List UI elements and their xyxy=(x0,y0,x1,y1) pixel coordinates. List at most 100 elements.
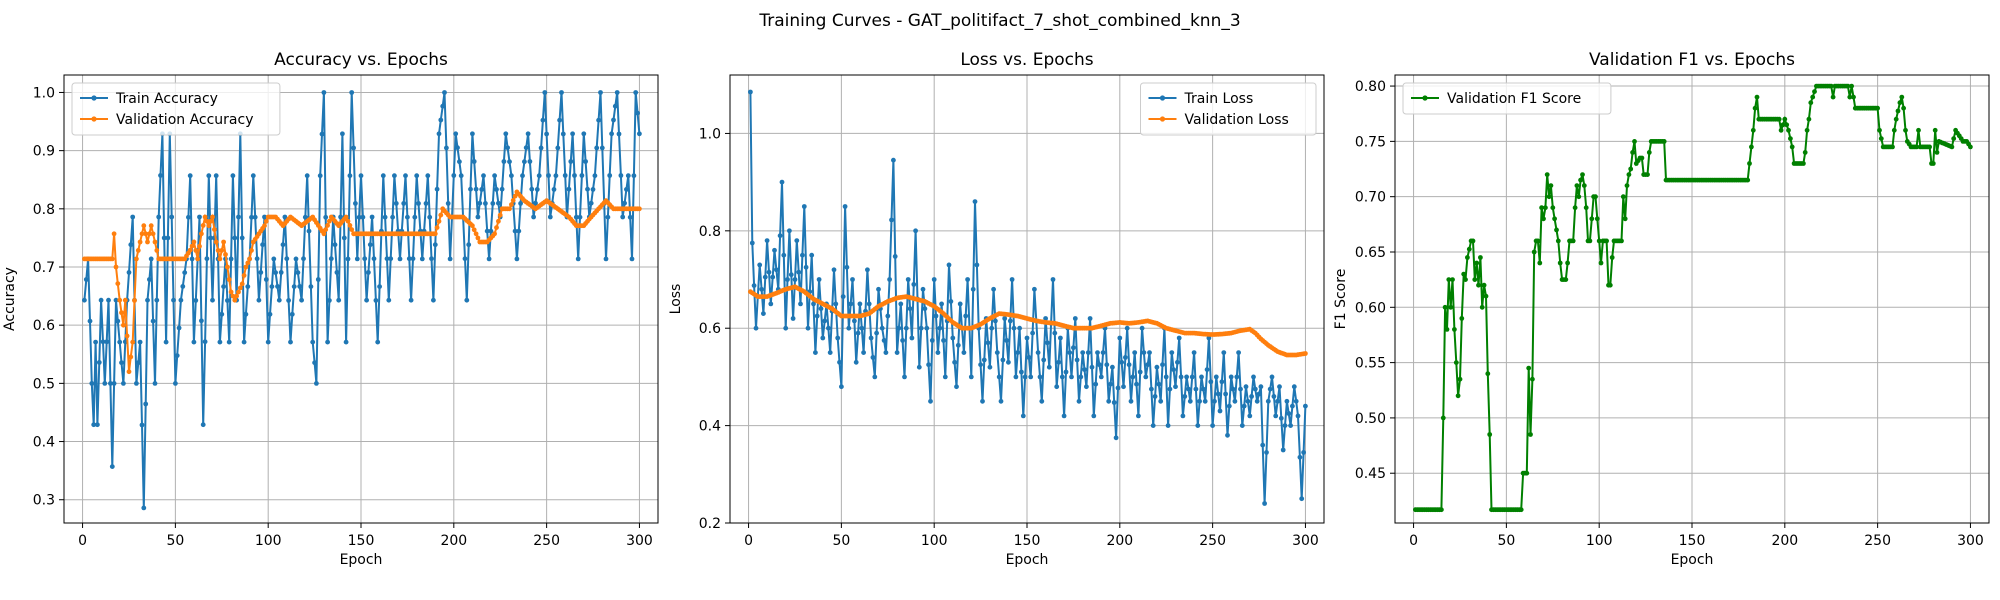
data-point xyxy=(805,325,811,331)
data-point xyxy=(952,359,957,365)
data-point xyxy=(1485,371,1491,377)
data-point xyxy=(1243,384,1249,390)
data-point xyxy=(507,206,512,212)
data-point xyxy=(325,223,330,228)
data-point xyxy=(562,173,568,178)
figure-title: Training Curves - GAT_politifact_7_shot_… xyxy=(758,11,1240,31)
data-point xyxy=(1189,374,1195,380)
data-point xyxy=(861,350,866,355)
data-point xyxy=(1845,83,1851,89)
data-point xyxy=(451,173,457,178)
data-point xyxy=(1593,194,1598,200)
data-point xyxy=(542,90,548,95)
data-point xyxy=(475,214,481,220)
data-point xyxy=(520,173,525,179)
data-point xyxy=(150,231,156,237)
data-point xyxy=(981,357,987,363)
data-point xyxy=(1452,327,1457,332)
data-point xyxy=(1267,386,1273,392)
data-point xyxy=(306,228,312,234)
data-point xyxy=(1932,127,1938,133)
data-point xyxy=(247,256,253,262)
data-point xyxy=(483,201,488,206)
data-point xyxy=(494,225,499,231)
data-point xyxy=(223,252,228,257)
data-point xyxy=(462,256,468,262)
data-point xyxy=(503,131,509,137)
data-point xyxy=(109,464,115,469)
data-point xyxy=(343,339,349,345)
data-point xyxy=(896,325,902,331)
data-point xyxy=(1890,144,1895,150)
data-point xyxy=(1197,398,1202,404)
data-point xyxy=(1530,376,1535,382)
legend-marker xyxy=(1422,95,1428,101)
data-point xyxy=(957,301,963,307)
legend: Train Loss Validation Loss xyxy=(1140,82,1317,136)
data-point xyxy=(909,335,915,341)
data-point xyxy=(1232,398,1238,404)
data-point xyxy=(946,262,952,268)
data-point xyxy=(1071,345,1076,351)
data-point xyxy=(516,228,522,234)
data-point xyxy=(249,248,254,253)
data-point xyxy=(1284,398,1290,404)
data-point xyxy=(939,301,944,307)
data-point xyxy=(239,281,245,287)
data-point xyxy=(265,339,271,345)
data-point xyxy=(820,335,826,341)
y-tick-label: 0.60 xyxy=(1355,300,1386,316)
data-point xyxy=(245,260,251,266)
y-tick-label: 0.45 xyxy=(1355,466,1386,482)
data-point xyxy=(1789,144,1795,150)
data-point xyxy=(883,350,889,355)
data-point xyxy=(470,131,475,137)
data-point xyxy=(193,248,199,253)
data-point xyxy=(1000,357,1006,363)
data-point xyxy=(106,297,111,303)
data-point xyxy=(1552,216,1557,222)
data-point xyxy=(547,214,553,220)
x-tick-label: 150 xyxy=(348,533,375,549)
data-point xyxy=(481,173,486,179)
data-point xyxy=(96,360,102,365)
data-point xyxy=(599,145,605,151)
data-point xyxy=(1045,340,1050,346)
data-point xyxy=(596,117,601,123)
data-point xyxy=(403,173,408,179)
data-point xyxy=(267,311,273,317)
data-point xyxy=(1604,238,1609,244)
data-point xyxy=(803,264,809,270)
data-point xyxy=(117,297,123,303)
data-point xyxy=(191,239,197,245)
data-point xyxy=(104,339,110,345)
data-point xyxy=(1583,205,1589,211)
data-point xyxy=(885,313,891,319)
data-point xyxy=(284,256,290,262)
y-axis-label: F1 Score xyxy=(1333,269,1349,330)
data-point xyxy=(900,338,905,343)
x-tick-label: 150 xyxy=(1014,533,1041,549)
data-point xyxy=(522,159,527,165)
data-point xyxy=(1895,108,1901,114)
data-point xyxy=(1465,255,1470,260)
data-point xyxy=(1541,216,1546,222)
data-point xyxy=(1277,384,1282,390)
data-point xyxy=(798,301,803,307)
data-point xyxy=(833,301,839,307)
data-point xyxy=(965,277,970,282)
data-point xyxy=(620,214,626,220)
data-point xyxy=(397,256,403,262)
data-point xyxy=(839,384,844,390)
data-point xyxy=(1030,330,1035,336)
data-point xyxy=(217,256,223,262)
data-point xyxy=(781,252,787,258)
data-point xyxy=(881,338,887,343)
data-point xyxy=(1295,413,1301,419)
data-point xyxy=(1574,183,1580,189)
data-point xyxy=(1221,350,1227,355)
data-point xyxy=(811,301,816,307)
data-point xyxy=(818,306,824,312)
data-point xyxy=(419,256,425,262)
data-point xyxy=(393,201,399,206)
